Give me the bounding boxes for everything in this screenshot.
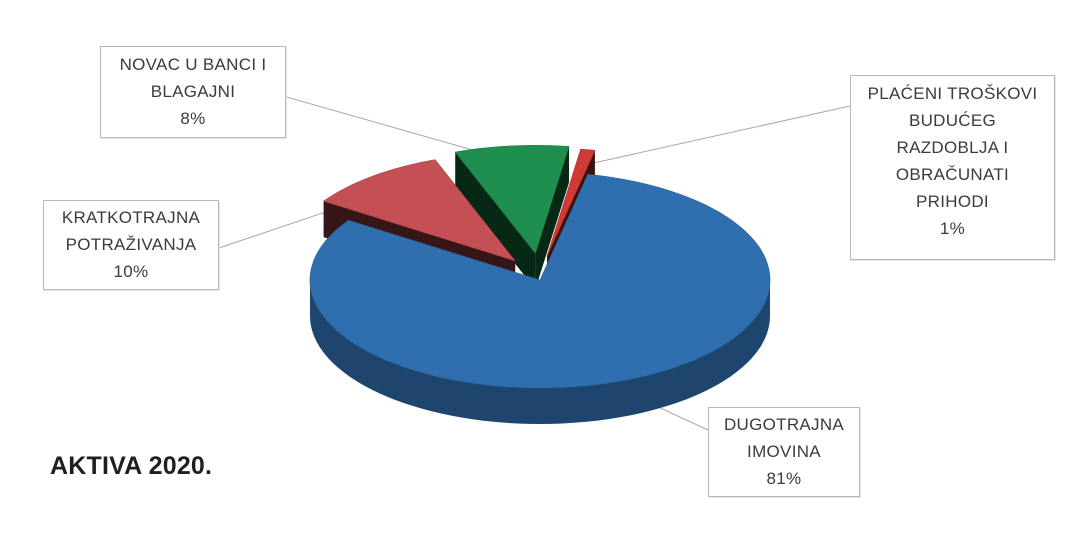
chart-title: AKTIVA 2020. xyxy=(50,452,213,480)
slice-top xyxy=(309,174,771,389)
slice-top xyxy=(454,144,570,254)
label-percent: 10% xyxy=(113,262,149,281)
label-line: KRATKOTRAJNA xyxy=(61,208,201,227)
leader-line xyxy=(581,105,851,167)
label-line: IMOVINA xyxy=(747,442,821,461)
label-line: PRIHODI xyxy=(916,192,989,211)
label-percent: 1% xyxy=(939,219,966,238)
data-label-kratkotrajna-potrazivanja: KRATKOTRAJNA POTRAŽIVANJA 10% xyxy=(43,200,219,290)
pie-slices xyxy=(309,144,771,424)
pie-slice xyxy=(454,144,570,290)
data-label-dugotrajna-imovina: DUGOTRAJNA IMOVINA 81% xyxy=(708,407,860,497)
data-label-placeni-troskovi: PLAĆENI TROŠKOVI BUDUĆEG RAZDOBLJA I OBR… xyxy=(850,75,1055,260)
label-line: OBRAČUNATI xyxy=(895,165,1010,184)
slice-wall xyxy=(535,146,569,290)
label-percent: 8% xyxy=(180,109,206,128)
data-label-novac-u-banci: NOVAC U BANCI I BLAGAJNI 8% xyxy=(100,46,286,138)
label-line: NOVAC U BANCI I xyxy=(119,55,267,74)
label-line: DUGOTRAJNA xyxy=(723,415,845,434)
label-line: BLAGAJNI xyxy=(150,82,236,101)
slice-wall xyxy=(455,152,536,290)
label-percent: 81% xyxy=(766,469,802,488)
slice-rim xyxy=(310,280,770,424)
label-line: BUDUĆEG xyxy=(908,111,997,130)
label-line: RAZDOBLJA I xyxy=(896,138,1009,157)
slice-top xyxy=(322,159,516,262)
label-line: PLAĆENI TROŠKOVI xyxy=(867,84,1038,103)
label-line: POTRAŽIVANJA xyxy=(65,235,197,254)
slice-top xyxy=(546,148,596,257)
pie-slice xyxy=(309,174,771,424)
